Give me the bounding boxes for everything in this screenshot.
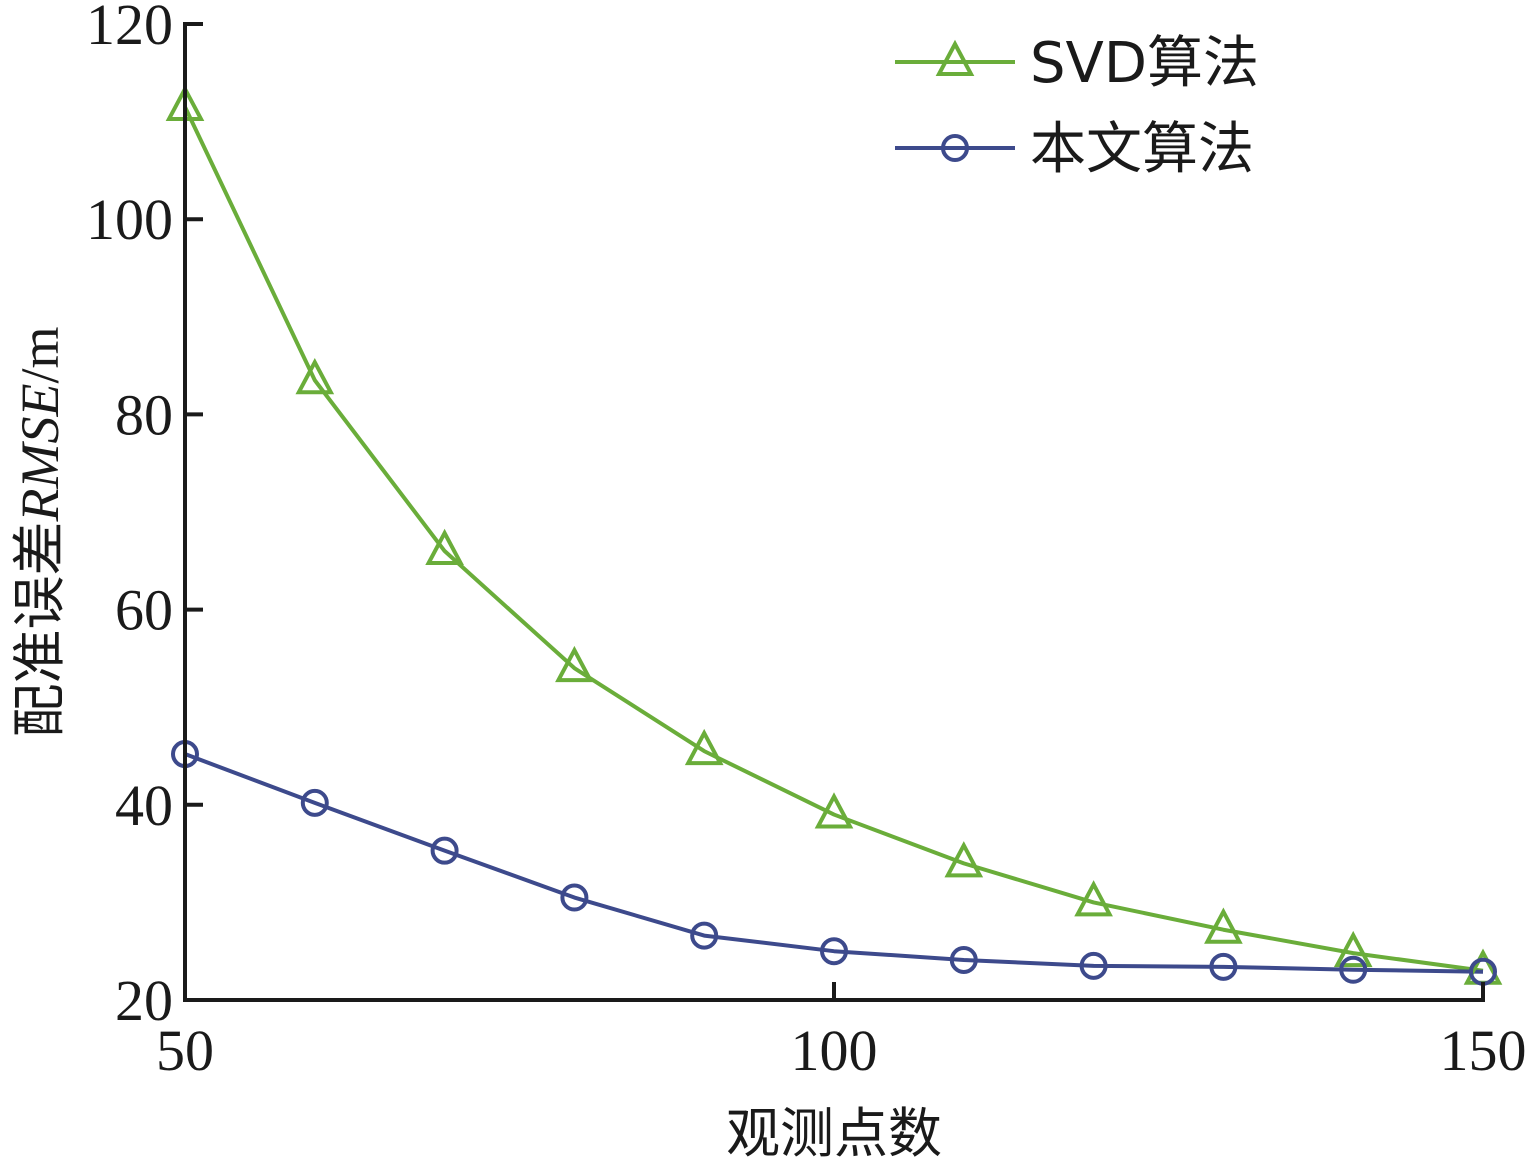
y-axis-title-part: /m [10, 327, 70, 384]
series-line-1 [183, 106, 1484, 973]
y-tick-label: 20 [115, 968, 173, 1033]
triangle-point [1333, 930, 1373, 968]
y-axis-title-part: 配准误差 [8, 521, 71, 737]
circle-point [300, 788, 329, 817]
circle-point [1209, 952, 1238, 981]
axes [183, 22, 1485, 1002]
circle-point [1079, 951, 1108, 980]
tick-labels: 20 40 60 80 100 120 50 100 150 [86, 0, 1526, 1083]
triangle-point [1204, 907, 1243, 944]
ticks [183, 22, 1485, 1002]
x-tick-label: 50 [156, 1018, 214, 1083]
y-tick-label: 120 [86, 0, 173, 57]
x-axis-title: 观测点数 [726, 1102, 942, 1165]
legend-label: 本文算法 [1030, 117, 1254, 182]
x-tick-label: 150 [1440, 1018, 1526, 1083]
y-tick-label: 100 [86, 187, 173, 252]
y-axis-title: 配准误差RMSE/m [8, 327, 71, 738]
triangle-point [1074, 880, 1113, 917]
circle-point [820, 937, 848, 966]
legend-triangle-marker [935, 39, 975, 76]
triangle-point [944, 841, 984, 878]
triangle-point [814, 792, 854, 829]
circle-point [1339, 955, 1368, 984]
y-tick-label: 40 [115, 773, 173, 838]
y-tick-label: 80 [115, 382, 173, 447]
x-tick-label: 100 [791, 1018, 878, 1083]
series-lines [183, 106, 1484, 974]
triangle-point [684, 728, 724, 766]
circle-point [430, 836, 459, 865]
triangle-point [425, 528, 464, 566]
legend-circle-marker [941, 134, 969, 162]
circle-point [949, 945, 978, 974]
y-tick-label: 60 [115, 578, 173, 643]
y-axis-title-part: RMSE [10, 384, 70, 523]
series-markers [165, 84, 1503, 986]
circle-point [690, 921, 719, 950]
series-line-2 [184, 752, 1484, 974]
triangle-point [295, 357, 335, 395]
triangle-point [555, 645, 594, 683]
legend-label: SVD算法 [1030, 31, 1259, 96]
circle-point [560, 883, 589, 912]
